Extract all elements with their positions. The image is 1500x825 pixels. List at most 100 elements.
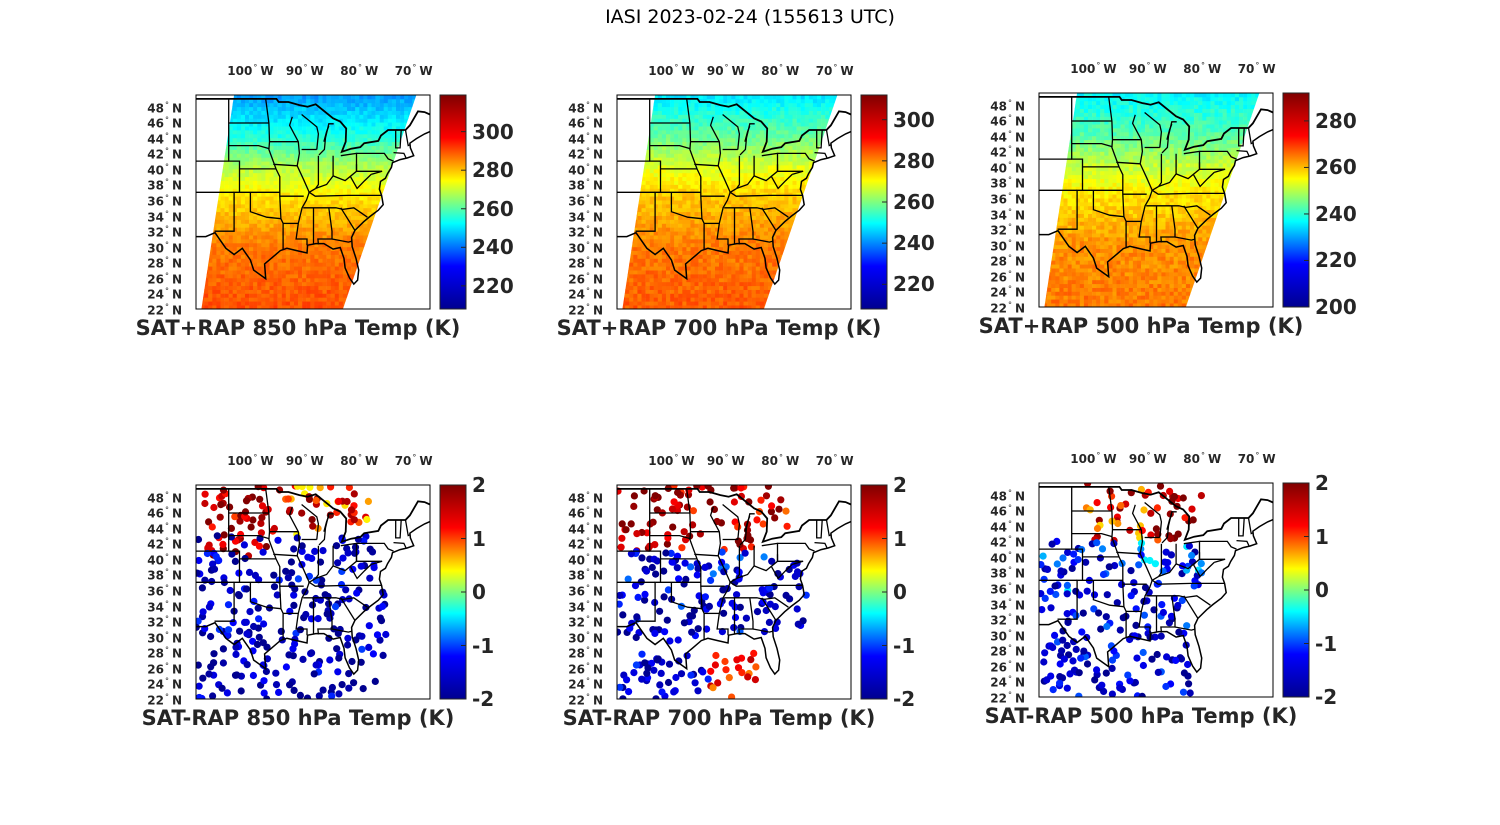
field-cell	[817, 266, 822, 271]
field-cell	[310, 200, 315, 205]
field-cell	[204, 270, 209, 275]
field-cell	[240, 231, 246, 236]
field-cell	[363, 285, 368, 290]
field-cell	[326, 211, 331, 216]
field-cell	[220, 203, 225, 209]
field-cell	[421, 278, 425, 282]
field-cell	[661, 242, 667, 248]
field-cell	[342, 293, 348, 298]
field-cell	[759, 266, 765, 271]
field-cell	[727, 223, 732, 228]
field-cell	[196, 177, 200, 181]
lat-value: 24	[147, 287, 164, 302]
field-cell	[833, 293, 838, 298]
field-cell	[245, 153, 250, 158]
field-cell	[408, 207, 413, 213]
field-cell	[310, 227, 315, 232]
field-cell	[208, 297, 213, 302]
field-cell	[351, 168, 356, 174]
field-cell	[342, 196, 348, 201]
field-cell	[425, 188, 429, 192]
field-cell	[416, 180, 417, 185]
field-cell	[338, 200, 344, 205]
field-cell	[220, 211, 225, 216]
field-cell	[257, 301, 262, 306]
field-cell	[429, 122, 433, 126]
field-cell	[265, 266, 270, 271]
field-cell	[371, 172, 376, 178]
field-cell	[359, 157, 364, 162]
field-cell	[204, 126, 209, 131]
field-cell	[649, 239, 655, 244]
field-cell	[236, 95, 242, 100]
field-cell	[245, 297, 250, 302]
field-cell	[249, 219, 254, 224]
field-cell	[208, 145, 213, 150]
field-cell	[306, 102, 311, 108]
field-cell	[245, 281, 250, 287]
field-cell	[334, 176, 340, 181]
field-cell	[212, 200, 217, 205]
field-cell	[400, 219, 405, 224]
field-cell	[363, 95, 368, 100]
field-cell	[322, 274, 327, 279]
field-cell	[379, 235, 385, 240]
field-cell	[285, 239, 291, 244]
field-cell	[224, 277, 229, 283]
field-cell	[196, 286, 200, 290]
field-cell	[674, 266, 679, 271]
field-cell	[391, 122, 397, 127]
field-cell	[351, 239, 356, 244]
field-cell	[257, 192, 262, 197]
field-cell	[253, 165, 258, 170]
field-cell	[240, 106, 246, 111]
field-cell	[694, 203, 699, 209]
field-cell	[622, 293, 626, 298]
field-cell	[383, 219, 389, 224]
field-cell	[326, 110, 331, 115]
field-cell	[351, 188, 356, 193]
field-cell	[772, 227, 777, 232]
field-cell	[253, 200, 258, 205]
field-cell	[273, 266, 278, 271]
field-cell	[400, 289, 405, 294]
field-cell	[289, 172, 295, 178]
field-cell	[347, 203, 352, 209]
field-cell	[294, 114, 299, 119]
field-cell	[727, 239, 732, 244]
field-cell	[196, 258, 200, 262]
field-cell	[342, 184, 348, 189]
field-cell	[359, 293, 364, 298]
field-cell	[743, 254, 748, 259]
field-cell	[425, 146, 429, 150]
field-cell	[400, 106, 405, 111]
field-cell	[342, 274, 348, 279]
field-cell	[645, 215, 650, 220]
field-cell	[285, 235, 291, 240]
field-cell	[808, 297, 814, 302]
field-cell	[253, 118, 258, 123]
field-cell	[257, 235, 262, 240]
field-cell	[812, 227, 818, 232]
field-cell	[371, 246, 376, 251]
field-cell	[617, 274, 621, 278]
field-cell	[318, 289, 323, 294]
field-cell	[269, 180, 274, 185]
field-cell	[641, 246, 646, 251]
field-cell	[318, 114, 323, 119]
field-cell	[277, 126, 282, 131]
field-cell	[314, 262, 319, 267]
field-cell	[391, 227, 397, 232]
field-cell	[776, 289, 781, 294]
field-cell	[670, 254, 675, 259]
field-cell	[670, 266, 675, 271]
field-cell	[265, 285, 270, 290]
field-cell	[257, 223, 262, 228]
field-cell	[817, 297, 822, 302]
field-cell	[371, 118, 376, 123]
field-cell	[326, 223, 331, 228]
field-cell	[208, 250, 213, 255]
field-cell	[731, 200, 736, 205]
field-cell	[334, 157, 340, 162]
field-cell	[622, 219, 626, 224]
